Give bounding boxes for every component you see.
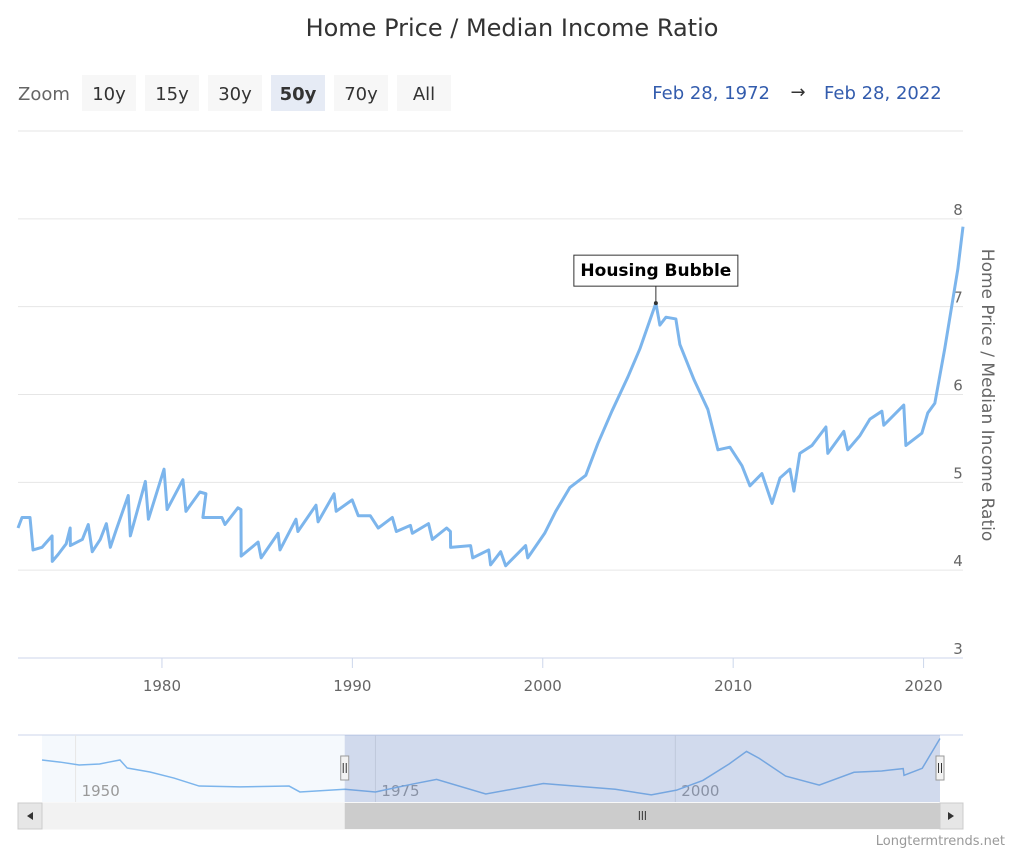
scrollbar-right-arrow — [948, 812, 954, 820]
zoom-button[interactable] — [145, 75, 199, 111]
zoom-button[interactable] — [208, 75, 262, 111]
y-tick-label: 3 — [953, 640, 963, 658]
range-to[interactable]: Feb 28, 2022 — [824, 83, 942, 104]
chart-title: Home Price / Median Income Ratio — [306, 14, 719, 42]
annotation-box — [573, 254, 739, 287]
navigator-line — [41, 738, 941, 796]
zoom-button-label[interactable]: 15y — [155, 84, 189, 105]
scrollbar-left-arrow — [27, 812, 33, 820]
navigator-handle[interactable] — [340, 755, 350, 781]
zoom-button-label[interactable]: 10y — [92, 84, 126, 105]
navigator-outside — [42, 735, 345, 802]
range-from[interactable]: Feb 28, 1972 — [652, 83, 770, 104]
zoom-button[interactable] — [334, 75, 388, 111]
annotation-point — [653, 301, 658, 306]
navigator-handle[interactable] — [935, 755, 945, 781]
x-tick-label: 2010 — [714, 677, 752, 695]
navigator-tick-label: 1975 — [381, 782, 419, 800]
range-separator: → — [790, 82, 805, 103]
y-axis-title: Home Price / Median Income Ratio — [977, 249, 997, 541]
zoom-label: Zoom — [18, 84, 70, 105]
zoom-button-label[interactable]: 70y — [344, 84, 378, 105]
y-tick-label: 6 — [953, 377, 963, 395]
y-tick-label: 4 — [953, 552, 963, 570]
credit[interactable]: Longtermtrends.net — [876, 834, 1005, 849]
zoom-button[interactable] — [271, 75, 325, 111]
x-tick-label: 1980 — [143, 677, 181, 695]
zoom-button-label[interactable]: All — [413, 84, 435, 105]
zoom-button[interactable] — [82, 75, 136, 111]
navigator-selection[interactable] — [344, 735, 940, 802]
y-tick-label: 5 — [953, 464, 963, 482]
annotation-text: Housing Bubble — [580, 261, 731, 281]
zoom-button-label[interactable]: 30y — [218, 84, 252, 105]
navigator-tick-label: 1950 — [82, 782, 120, 800]
navigator-tick-label: 2000 — [681, 782, 719, 800]
zoom-button[interactable] — [397, 75, 451, 111]
y-tick-label: 7 — [953, 289, 963, 307]
zoom-button-label[interactable]: 50y — [280, 84, 317, 105]
y-tick-label: 8 — [953, 201, 963, 219]
x-tick-label: 2020 — [904, 677, 942, 695]
x-tick-label: 2000 — [524, 677, 562, 695]
x-tick-label: 1990 — [333, 677, 371, 695]
series-line — [16, 226, 965, 568]
